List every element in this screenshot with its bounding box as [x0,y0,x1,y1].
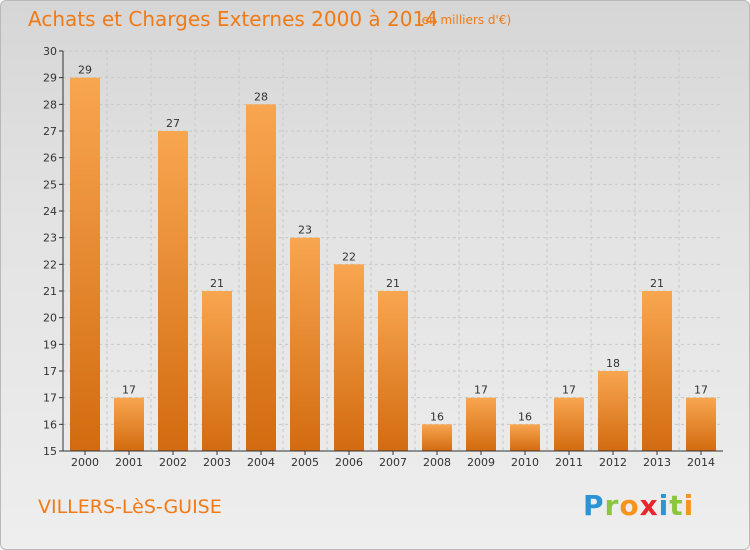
x-tick-label: 2009 [467,456,495,469]
y-tick-label: 20 [43,312,57,325]
bar [466,397,496,451]
y-tick-label: 29 [43,72,57,85]
bar [246,104,276,451]
bar [686,397,716,451]
data-label: 18 [606,357,620,370]
data-label: 21 [650,277,664,290]
x-tick-label: 2005 [291,456,319,469]
bar [70,77,100,452]
data-label: 29 [78,64,92,77]
data-label: 17 [562,384,576,397]
commune-name: VILLERS-LèS-GUISE [38,496,222,518]
bar [554,397,584,451]
x-tick-label: 2010 [511,456,539,469]
x-tick-label: 2002 [159,456,187,469]
x-tick-label: 2013 [643,456,671,469]
data-label: 23 [298,224,312,237]
logo-letter: t [669,489,684,522]
bar [290,237,320,451]
proxiti-logo[interactable]: Proxiti [583,489,694,522]
x-tick-label: 2000 [71,456,99,469]
chart-subtitle: (en milliers d'€) [417,13,512,27]
data-label: 17 [474,384,488,397]
y-tick-label: 24 [43,205,57,218]
y-tick-label: 17 [43,392,57,405]
x-tick-label: 2007 [379,456,407,469]
logo-letter: r [604,489,620,522]
chart-title: Achats et Charges Externes 2000 à 2014 [28,7,438,31]
bar [114,397,144,451]
bar [334,264,364,451]
y-tick-label: 17 [43,365,57,378]
data-label: 16 [518,410,532,423]
logo-letter: x [639,489,659,522]
y-tick-label: 23 [43,232,57,245]
data-label: 27 [166,117,180,130]
data-label: 17 [122,384,136,397]
y-tick-label: 26 [43,152,57,165]
logo-letter: P [583,489,605,522]
logo-letter: o [619,489,640,522]
bar [510,424,540,451]
data-label: 22 [342,250,356,263]
y-tick-label: 19 [43,338,57,351]
bar [642,291,672,451]
bar [158,131,188,451]
x-tick-label: 2001 [115,456,143,469]
y-tick-label: 15 [43,445,57,458]
data-label: 17 [694,384,708,397]
y-tick-label: 27 [43,125,57,138]
x-tick-label: 2003 [203,456,231,469]
data-label: 21 [386,277,400,290]
data-label: 28 [254,90,268,103]
labels: 29 17 27 21 28 23 22 21 16 17 16 17 18 21 17 [78,64,708,424]
x-tick-label: 2011 [555,456,583,469]
bar [422,424,452,451]
data-label: 16 [430,410,444,423]
bar [378,291,408,451]
x-tick-label: 2014 [687,456,715,469]
x-tick-label: 2006 [335,456,363,469]
bars [70,77,716,452]
x-tick-label: 2004 [247,456,275,469]
y-tick-label: 30 [43,45,57,58]
y-tick-label: 22 [43,258,57,271]
logo-letter: i [658,489,670,522]
y-tick-label: 28 [43,98,57,111]
data-label: 21 [210,277,224,290]
y-tick-label: 16 [43,418,57,431]
logo-letter: i [683,489,695,522]
axes: 15 16 17 17 19 20 21 22 23 24 25 26 27 28 29 30 2000 2001… [43,45,723,469]
x-tick-label: 2012 [599,456,627,469]
x-tick-label: 2008 [423,456,451,469]
y-tick-label: 21 [43,285,57,298]
bar [202,291,232,451]
bar [598,371,628,451]
y-tick-label: 25 [43,178,57,191]
